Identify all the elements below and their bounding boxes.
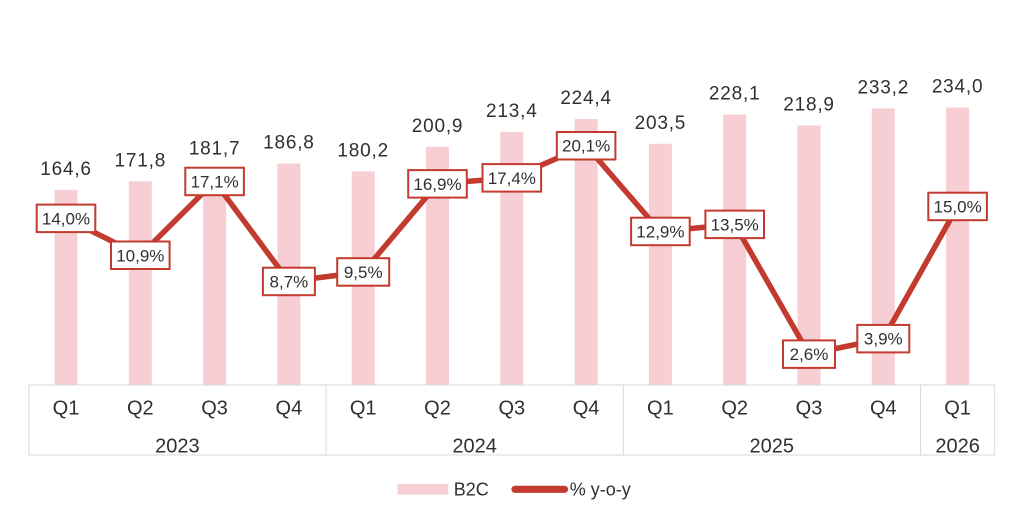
- svg-text:Q4: Q4: [573, 398, 600, 420]
- svg-text:Q1: Q1: [647, 398, 674, 420]
- svg-text:17,4%: 17,4%: [488, 169, 536, 188]
- svg-text:13,5%: 13,5%: [711, 215, 759, 234]
- svg-text:203,5: 203,5: [635, 113, 687, 134]
- svg-text:12,9%: 12,9%: [636, 223, 684, 242]
- svg-text:20,1%: 20,1%: [562, 137, 610, 156]
- svg-text:9,5%: 9,5%: [344, 263, 383, 282]
- svg-text:2,6%: 2,6%: [790, 345, 829, 364]
- svg-text:224,4: 224,4: [560, 88, 612, 109]
- svg-text:228,1: 228,1: [709, 84, 761, 105]
- svg-text:2026: 2026: [935, 436, 980, 458]
- svg-text:164,6: 164,6: [40, 159, 92, 180]
- svg-text:14,0%: 14,0%: [42, 209, 90, 228]
- svg-text:10,9%: 10,9%: [116, 246, 164, 265]
- svg-text:2024: 2024: [452, 436, 497, 458]
- svg-text:218,9: 218,9: [783, 95, 835, 116]
- svg-text:2025: 2025: [750, 436, 795, 458]
- svg-text:Q1: Q1: [944, 398, 971, 420]
- svg-text:Q2: Q2: [424, 398, 451, 420]
- svg-text:186,8: 186,8: [263, 133, 315, 154]
- svg-text:% y-o-y: % y-o-y: [570, 480, 631, 500]
- svg-text:234,0: 234,0: [932, 77, 984, 98]
- svg-text:Q1: Q1: [350, 398, 377, 420]
- svg-text:181,7: 181,7: [189, 139, 241, 160]
- svg-text:B2C: B2C: [454, 480, 489, 500]
- svg-text:Q4: Q4: [276, 398, 303, 420]
- svg-text:171,8: 171,8: [115, 150, 167, 171]
- svg-text:Q1: Q1: [53, 398, 80, 420]
- svg-text:8,7%: 8,7%: [270, 273, 309, 292]
- svg-text:Q4: Q4: [870, 398, 897, 420]
- svg-text:Q2: Q2: [127, 398, 154, 420]
- svg-text:3,9%: 3,9%: [864, 330, 903, 349]
- svg-text:213,4: 213,4: [486, 101, 538, 122]
- svg-text:233,2: 233,2: [858, 78, 910, 99]
- svg-text:15,0%: 15,0%: [933, 198, 981, 217]
- svg-text:Q3: Q3: [796, 398, 823, 420]
- svg-text:2023: 2023: [155, 436, 200, 458]
- svg-text:16,9%: 16,9%: [413, 175, 461, 194]
- svg-text:180,2: 180,2: [337, 140, 389, 161]
- svg-text:Q2: Q2: [721, 398, 748, 420]
- svg-text:200,9: 200,9: [412, 116, 464, 137]
- svg-text:17,1%: 17,1%: [190, 173, 238, 192]
- svg-text:Q3: Q3: [201, 398, 228, 420]
- svg-text:Q3: Q3: [498, 398, 525, 420]
